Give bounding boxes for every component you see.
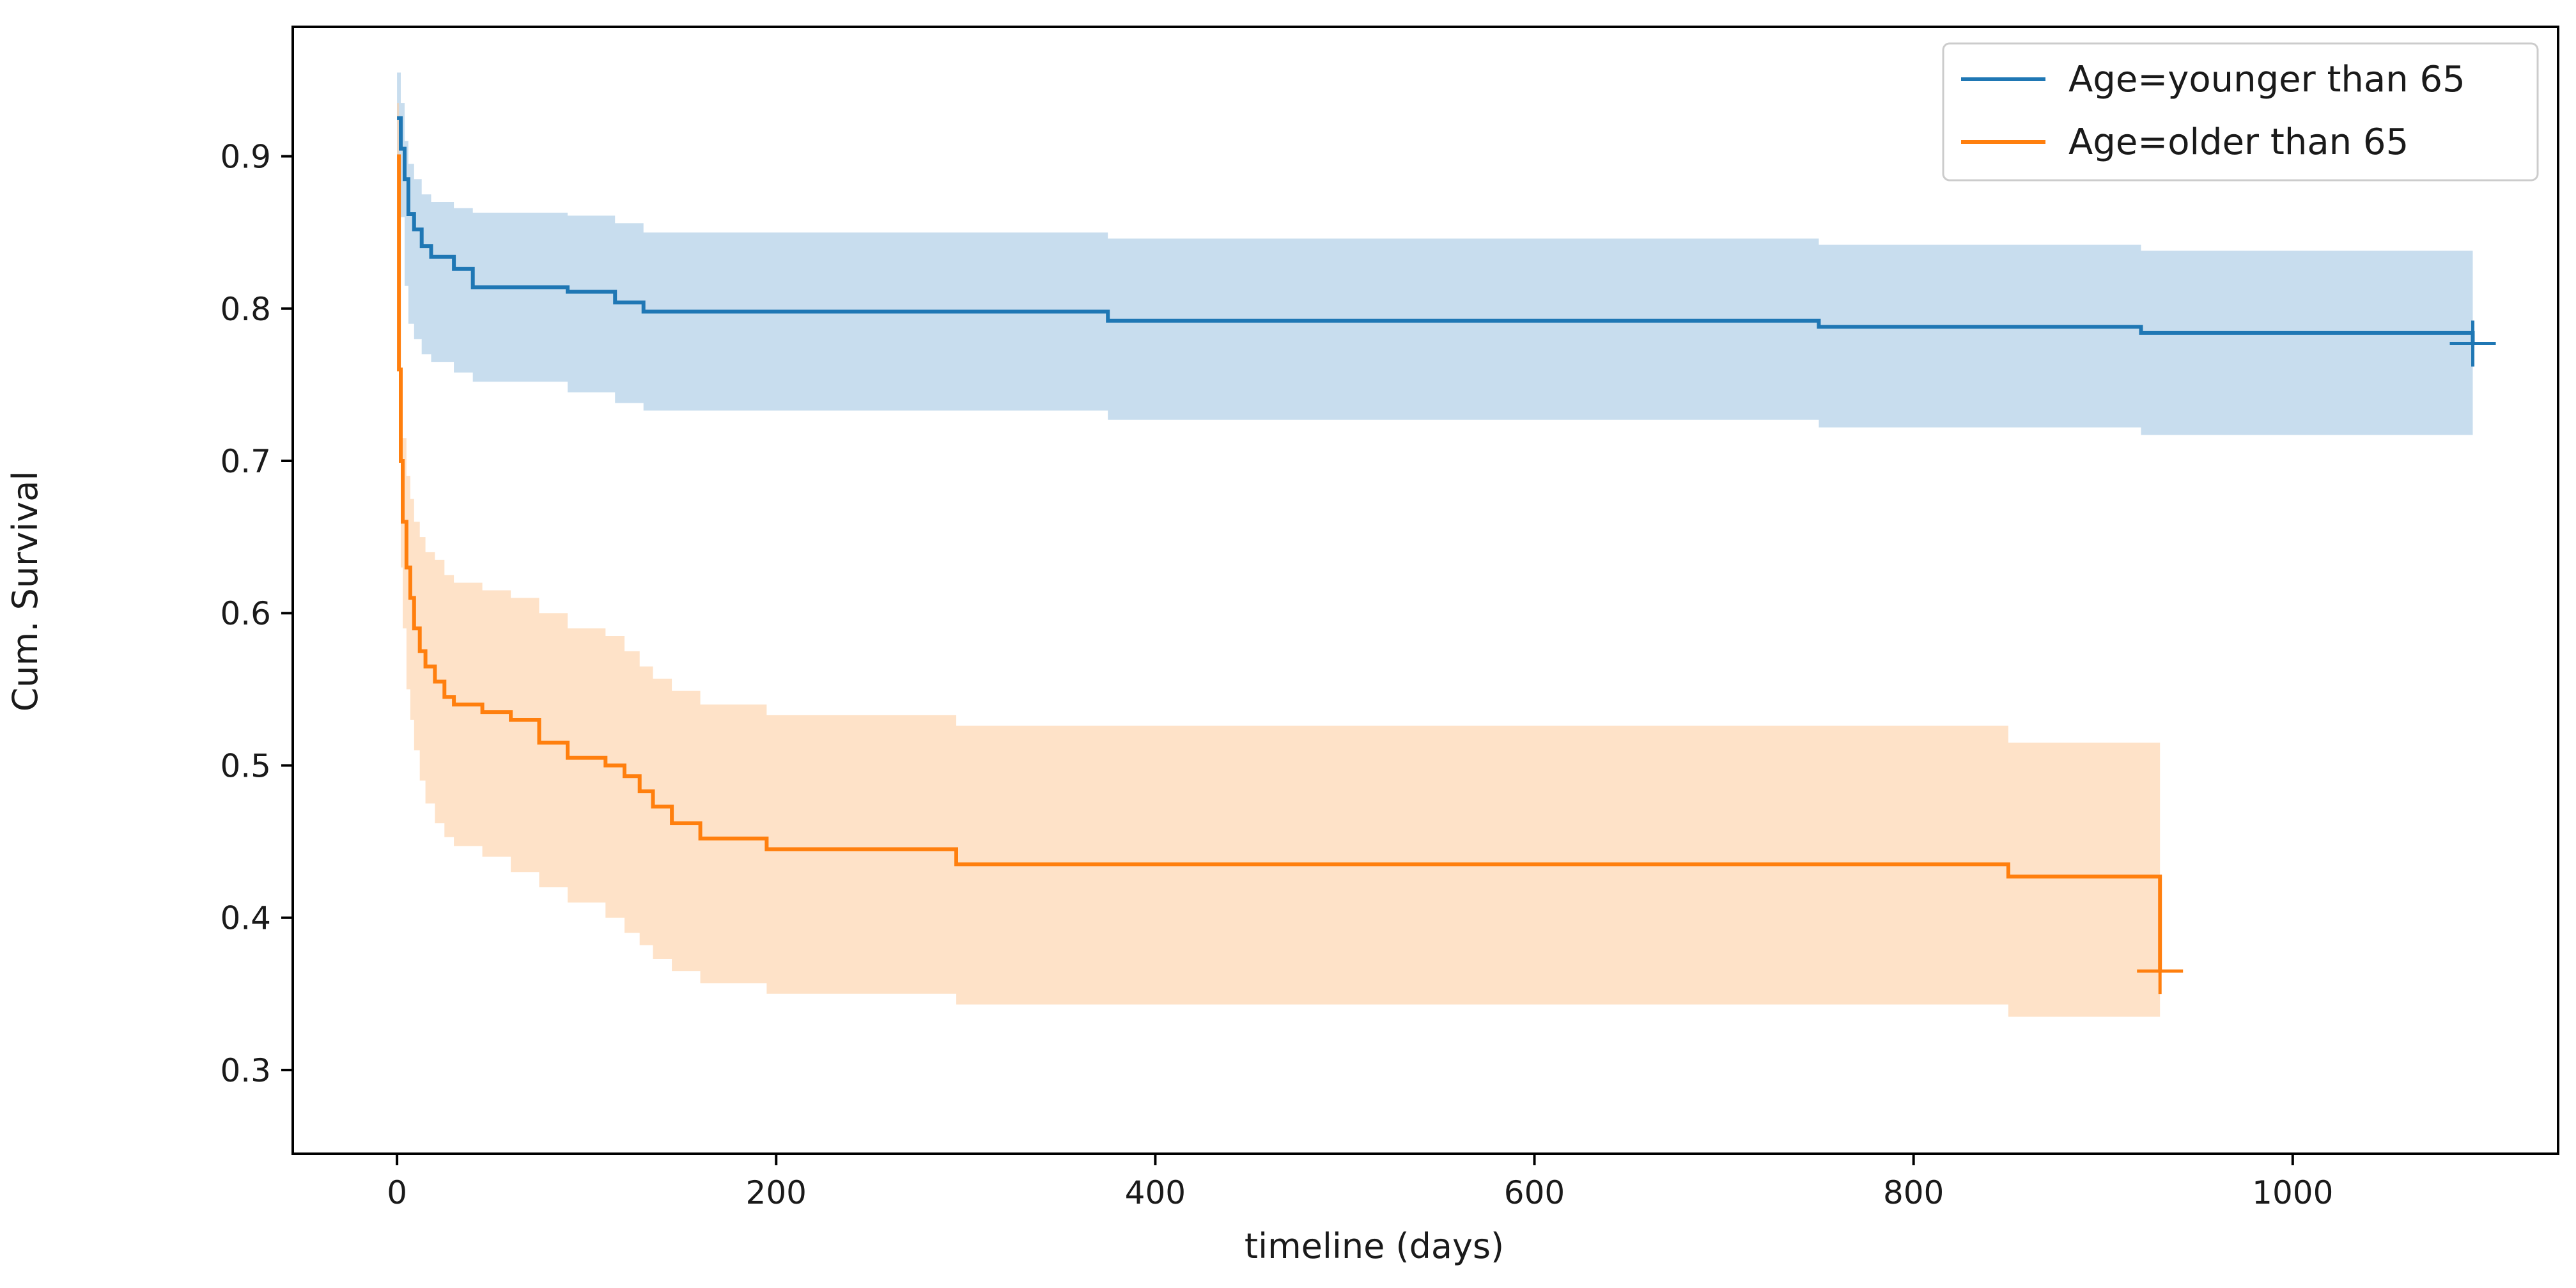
y-tick-label: 0.4 <box>220 900 271 937</box>
x-tick-label: 0 <box>387 1174 407 1211</box>
axis-ticks: 0 200 400 600 800 1000 0.3 0.4 0.5 0.6 0.7 0.8 0.9 <box>220 139 2333 1211</box>
x-tick-label: 400 <box>1125 1174 1186 1211</box>
censor-markers <box>2137 320 2496 995</box>
survival-curve-1 <box>397 116 2475 344</box>
axes <box>291 26 2559 1155</box>
survival-curve-2 <box>397 154 2162 972</box>
legend-box <box>1942 42 2539 182</box>
y-tick-label: 0.9 <box>220 139 271 176</box>
x-tick-label: 800 <box>1883 1174 1944 1211</box>
confidence-band-1 <box>397 72 2473 446</box>
legend-label: Age=younger than 65 <box>2068 59 2465 100</box>
y-tick-label: 0.5 <box>220 747 271 784</box>
censor-marker-1-1 <box>2449 320 2496 367</box>
y-tick-label: 0.6 <box>220 595 271 632</box>
x-tick-label: 1000 <box>2252 1174 2333 1211</box>
y-tick-label: 0.3 <box>220 1052 271 1089</box>
y-tick-label: 0.8 <box>220 291 271 328</box>
x-tick-label: 200 <box>746 1174 807 1211</box>
plot-frame <box>291 26 2559 1155</box>
legend-label: Age=older than 65 <box>2068 121 2409 163</box>
legend-entry-2: Age=older than 65 <box>1961 121 2409 163</box>
legend: Age=younger than 65 Age=older than 65 <box>1942 42 2539 182</box>
censor-marker-2-1 <box>2137 948 2184 995</box>
x-axis-label: timeline (days) <box>1245 1226 1504 1266</box>
y-axis-label: Cum. Survival <box>5 471 45 712</box>
survival-curves <box>397 116 2475 972</box>
x-tick-label: 600 <box>1504 1174 1565 1211</box>
y-tick-label: 0.7 <box>220 443 271 480</box>
legend-entry-1: Age=younger than 65 <box>1961 59 2465 100</box>
